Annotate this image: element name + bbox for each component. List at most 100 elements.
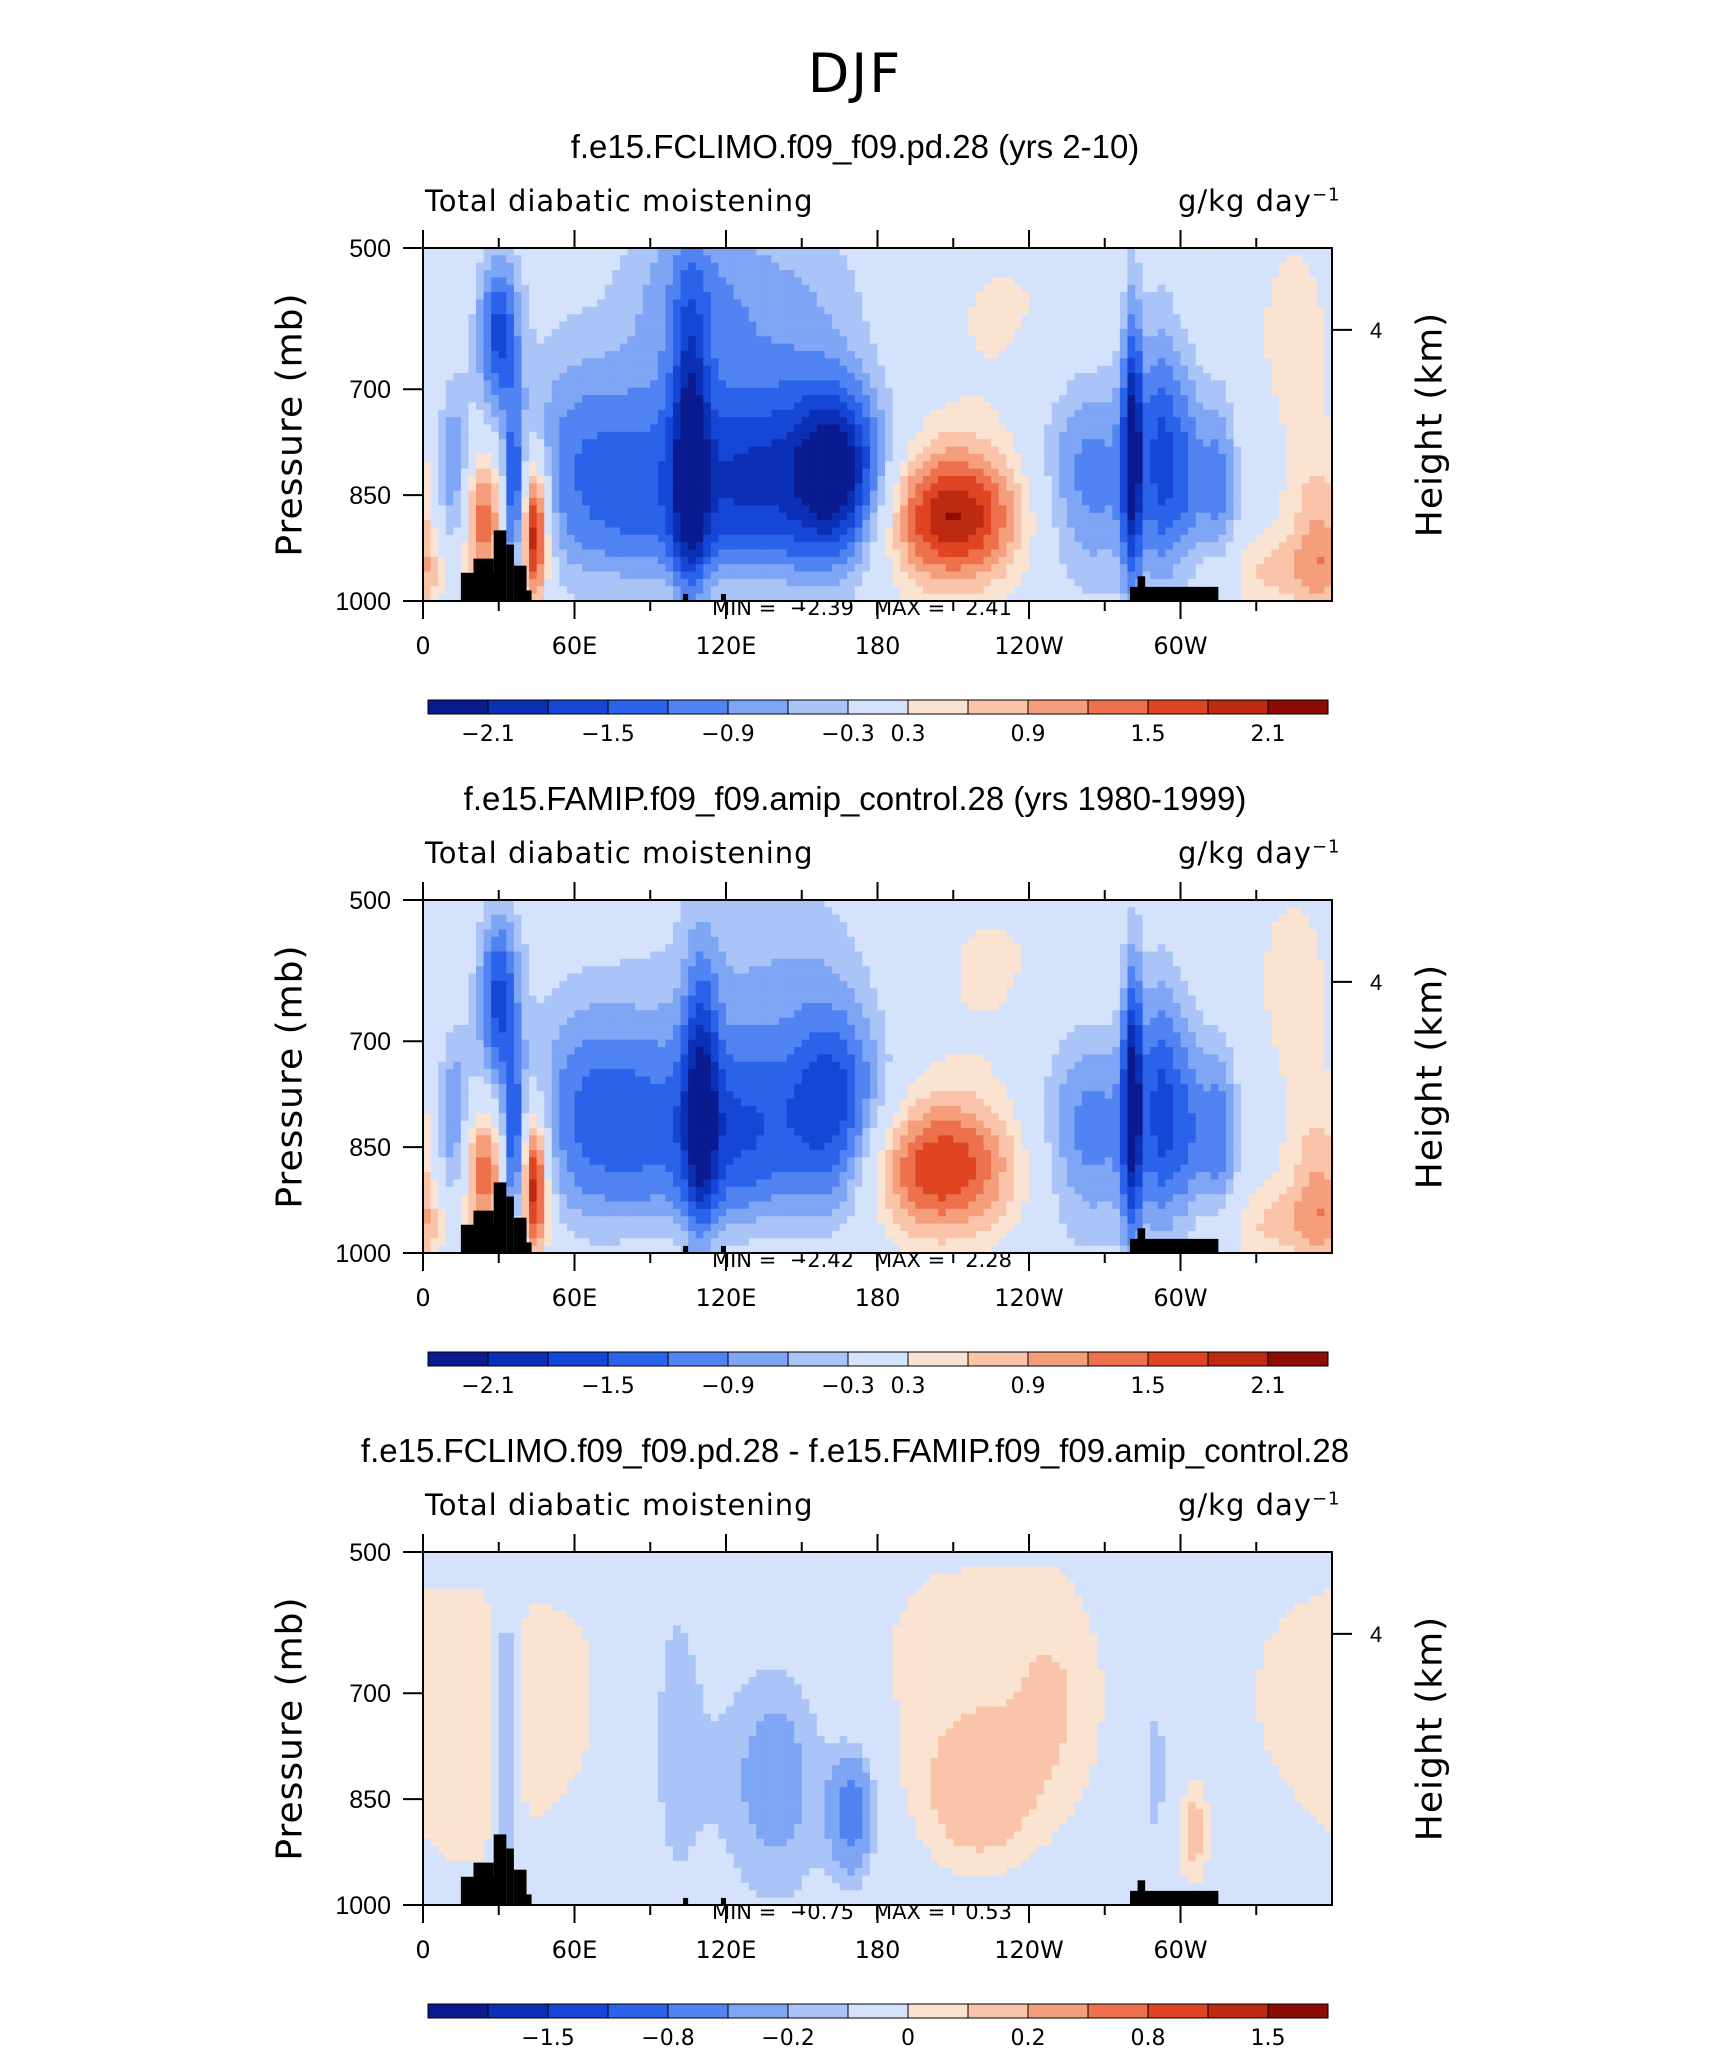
- heatmap-cell: [1044, 306, 1053, 315]
- heatmap-cell: [597, 534, 606, 543]
- heatmap-cell: [589, 395, 598, 404]
- heatmap-cell: [1119, 542, 1129, 551]
- heatmap-cell: [839, 468, 848, 477]
- heatmap-cell: [536, 549, 545, 558]
- panel-title: f.e15.FCLIMO.f09_f09.pd.28 (yrs 2-10): [570, 128, 1140, 165]
- heatmap-cell: [1271, 314, 1280, 323]
- heatmap-cell: [832, 299, 841, 308]
- heatmap-cell: [1263, 292, 1272, 301]
- heatmap-cell: [839, 255, 848, 264]
- heatmap-cell: [975, 534, 985, 543]
- heatmap-cell: [960, 512, 969, 521]
- heatmap-cell: [460, 380, 470, 389]
- heatmap-cell: [877, 358, 886, 367]
- heatmap-cell: [1051, 446, 1060, 455]
- heatmap-cell: [968, 534, 977, 543]
- heatmap-cell: [627, 328, 636, 337]
- heatmap-cell: [960, 468, 969, 477]
- heatmap-cell: [832, 520, 841, 529]
- heatmap-cell: [619, 453, 629, 462]
- heatmap-cell: [1104, 439, 1113, 448]
- heatmap-cell: [1142, 255, 1151, 264]
- heatmap-cell: [566, 380, 576, 389]
- heatmap-cell: [521, 512, 530, 521]
- heatmap-cell: [1218, 520, 1227, 529]
- heatmap-cell: [680, 299, 689, 308]
- heatmap-cell: [604, 395, 613, 404]
- heatmap-cell: [498, 248, 507, 256]
- heatmap-cell: [801, 453, 810, 462]
- heatmap-cell: [998, 402, 1007, 411]
- chart-panel: f.e15.FCLIMO.f09_f09.pd.28 (yrs 2-10) To…: [0, 128, 1710, 768]
- heatmap-cell: [476, 255, 485, 264]
- heatmap-cell: [710, 358, 720, 367]
- heatmap-cell: [498, 350, 507, 359]
- heatmap-cell: [847, 255, 856, 264]
- heatmap-cell: [1324, 446, 1333, 455]
- heatmap-cell: [1188, 461, 1197, 470]
- heatmap-cell: [1165, 402, 1174, 411]
- heatmap-cell: [1044, 248, 1053, 256]
- heatmap-cell: [1066, 520, 1076, 529]
- heatmap-cell: [688, 520, 697, 529]
- heatmap-cell: [521, 277, 530, 286]
- heatmap-cell: [748, 284, 757, 293]
- heatmap-cell: [476, 520, 485, 529]
- heatmap-cell: [423, 328, 432, 337]
- heatmap-cell: [566, 262, 576, 271]
- heatmap-cell: [498, 424, 507, 433]
- heatmap-cell: [892, 402, 901, 411]
- heatmap-cell: [862, 439, 871, 448]
- heatmap-cell: [839, 431, 848, 440]
- heatmap-cell: [1286, 505, 1295, 514]
- heatmap-cell: [756, 373, 765, 381]
- heatmap-cell: [574, 468, 583, 477]
- heatmap-cell: [551, 483, 560, 492]
- heatmap-cell: [1286, 306, 1295, 315]
- heatmap-cell: [998, 314, 1007, 323]
- heatmap-cell: [862, 424, 871, 433]
- heatmap-cell: [1309, 490, 1318, 499]
- heatmap-cell: [1218, 255, 1227, 264]
- heatmap-cell: [483, 248, 492, 256]
- heatmap-cell: [741, 270, 750, 279]
- heatmap-cell: [513, 373, 523, 381]
- heatmap-cell: [832, 262, 841, 271]
- heatmap-cell: [513, 446, 523, 455]
- heatmap-cell: [938, 549, 947, 558]
- heatmap-cell: [1316, 453, 1326, 462]
- heatmap-cell: [794, 409, 803, 418]
- heatmap-cell: [1180, 534, 1189, 543]
- heatmap-cell: [900, 373, 909, 381]
- heatmap-cell: [915, 446, 924, 455]
- heatmap-cell: [1195, 299, 1204, 308]
- page-title: DJF: [807, 42, 903, 105]
- heatmap-cell: [506, 505, 515, 514]
- heatmap-cell: [1309, 365, 1318, 374]
- heatmap-cell: [1036, 321, 1045, 330]
- heatmap-cell: [1044, 262, 1053, 271]
- heatmap-cell: [930, 483, 939, 492]
- heatmap-cell: [597, 270, 606, 279]
- heatmap-cell: [1089, 314, 1098, 323]
- heatmap-cell: [1210, 446, 1219, 455]
- heatmap-cell: [741, 262, 750, 271]
- heatmap-cell: [726, 248, 735, 256]
- heatmap-cell: [536, 520, 545, 529]
- heatmap-cell: [589, 431, 598, 440]
- heatmap-cell: [521, 520, 530, 529]
- heatmap-cell: [1271, 498, 1280, 506]
- heatmap-cell: [688, 277, 697, 286]
- heatmap-cell: [1294, 475, 1303, 484]
- heatmap-cell: [1241, 527, 1250, 536]
- heatmap-cell: [680, 343, 689, 352]
- heatmap-cell: [794, 402, 803, 411]
- heatmap-cell: [582, 512, 591, 521]
- heatmap-cell: [1294, 424, 1303, 433]
- heatmap-cell: [544, 417, 553, 426]
- heatmap-cell: [710, 490, 720, 499]
- heatmap-cell: [1135, 483, 1144, 492]
- heatmap-cell: [506, 468, 515, 477]
- heatmap-cell: [1013, 402, 1023, 411]
- heatmap-cell: [832, 498, 841, 506]
